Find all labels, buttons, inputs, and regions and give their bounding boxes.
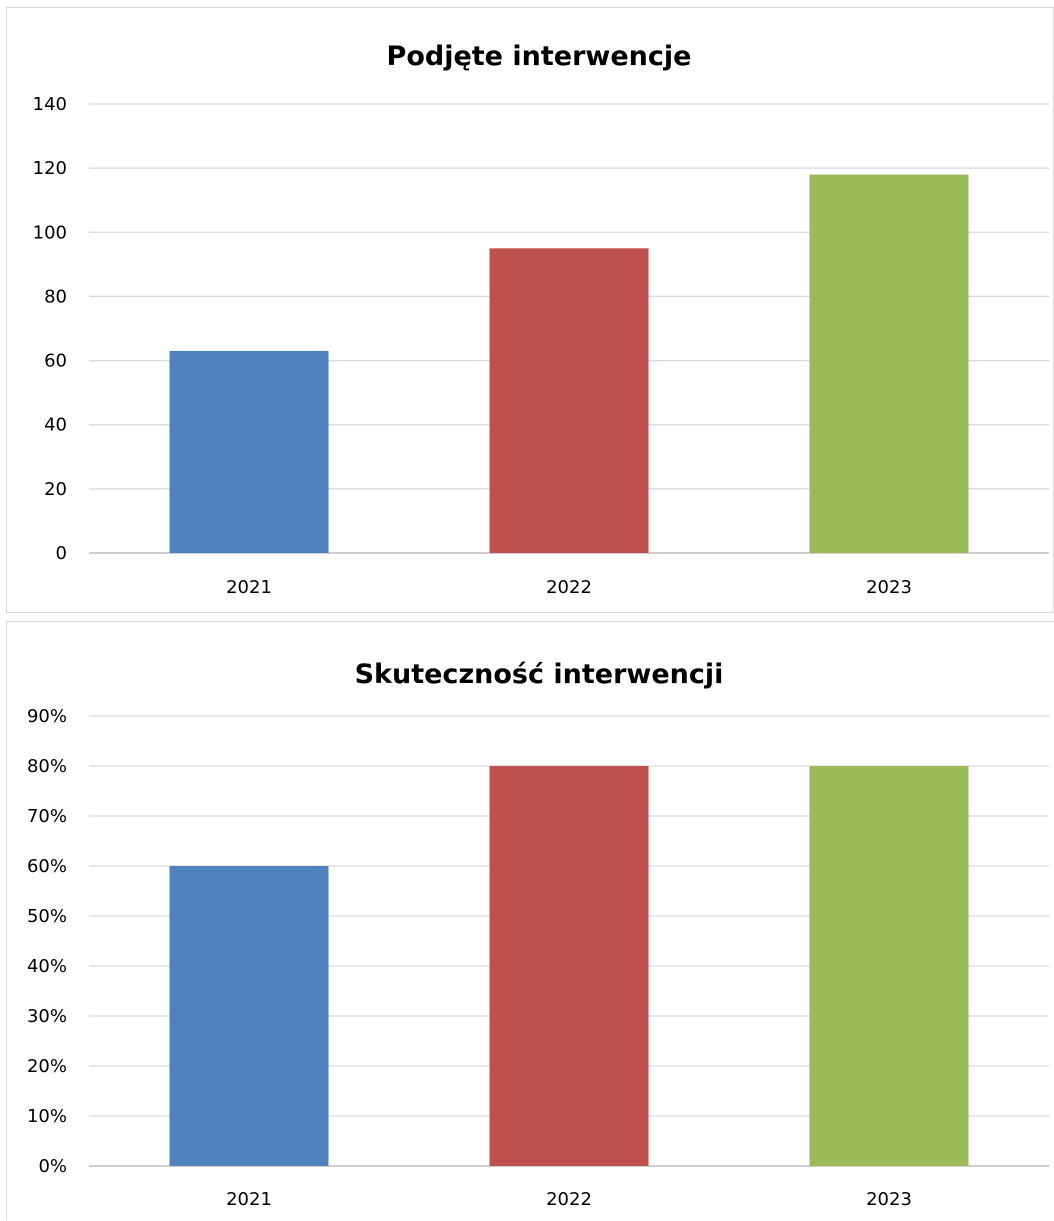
bar-2022 bbox=[489, 248, 649, 554]
y-tick-label: 70% bbox=[27, 806, 67, 827]
y-tick-label: 20% bbox=[27, 1056, 67, 1077]
y-tick-label: 140 bbox=[33, 94, 67, 115]
y-tick-label: 10% bbox=[27, 1106, 67, 1127]
chart-panel-effectiveness: Skuteczność interwencji 0% 10% 20% 30% 40% 50… bbox=[6, 621, 1054, 1220]
bar-2021 bbox=[169, 350, 329, 553]
chart-title: Podjęte interwencje bbox=[387, 41, 692, 72]
y-tick-label: 60% bbox=[27, 856, 67, 877]
y-tick-label: 40 bbox=[44, 415, 67, 436]
y-tick-label: 0 bbox=[56, 543, 67, 564]
y-tick-label: 80 bbox=[44, 286, 67, 307]
y-tick-label: 50% bbox=[27, 906, 67, 927]
bar-2021 bbox=[169, 866, 329, 1166]
x-tick-label: 2023 bbox=[866, 1189, 912, 1210]
chart-interventions: Podjęte interwencje 0 20 40 60 80 100 120 140 20… bbox=[33, 41, 1049, 598]
bar-2023 bbox=[809, 174, 969, 554]
y-tick-label: 20 bbox=[44, 479, 67, 500]
x-tick-label: 2022 bbox=[546, 577, 592, 598]
chart-effectiveness: Skuteczność interwencji 0% 10% 20% 30% 40% 50… bbox=[27, 659, 1049, 1210]
x-tick-label: 2022 bbox=[546, 1189, 592, 1210]
y-tick-label: 60 bbox=[44, 351, 67, 372]
x-tick-label: 2023 bbox=[866, 577, 912, 598]
bar-2022 bbox=[489, 766, 649, 1166]
y-tick-label: 100 bbox=[33, 222, 67, 243]
chart-title: Skuteczność interwencji bbox=[355, 659, 724, 690]
x-tick-label: 2021 bbox=[226, 577, 272, 598]
bar-2023 bbox=[809, 766, 969, 1166]
y-tick-label: 120 bbox=[33, 158, 67, 179]
y-tick-label: 0% bbox=[38, 1156, 67, 1177]
y-tick-label: 40% bbox=[27, 956, 67, 977]
y-tick-label: 90% bbox=[27, 706, 67, 727]
x-tick-label: 2021 bbox=[226, 1189, 272, 1210]
chart-panel-interventions: Podjęte interwencje 0 20 40 60 80 100 120 140 20… bbox=[6, 7, 1054, 613]
y-tick-label: 80% bbox=[27, 756, 67, 777]
y-tick-label: 30% bbox=[27, 1006, 67, 1027]
